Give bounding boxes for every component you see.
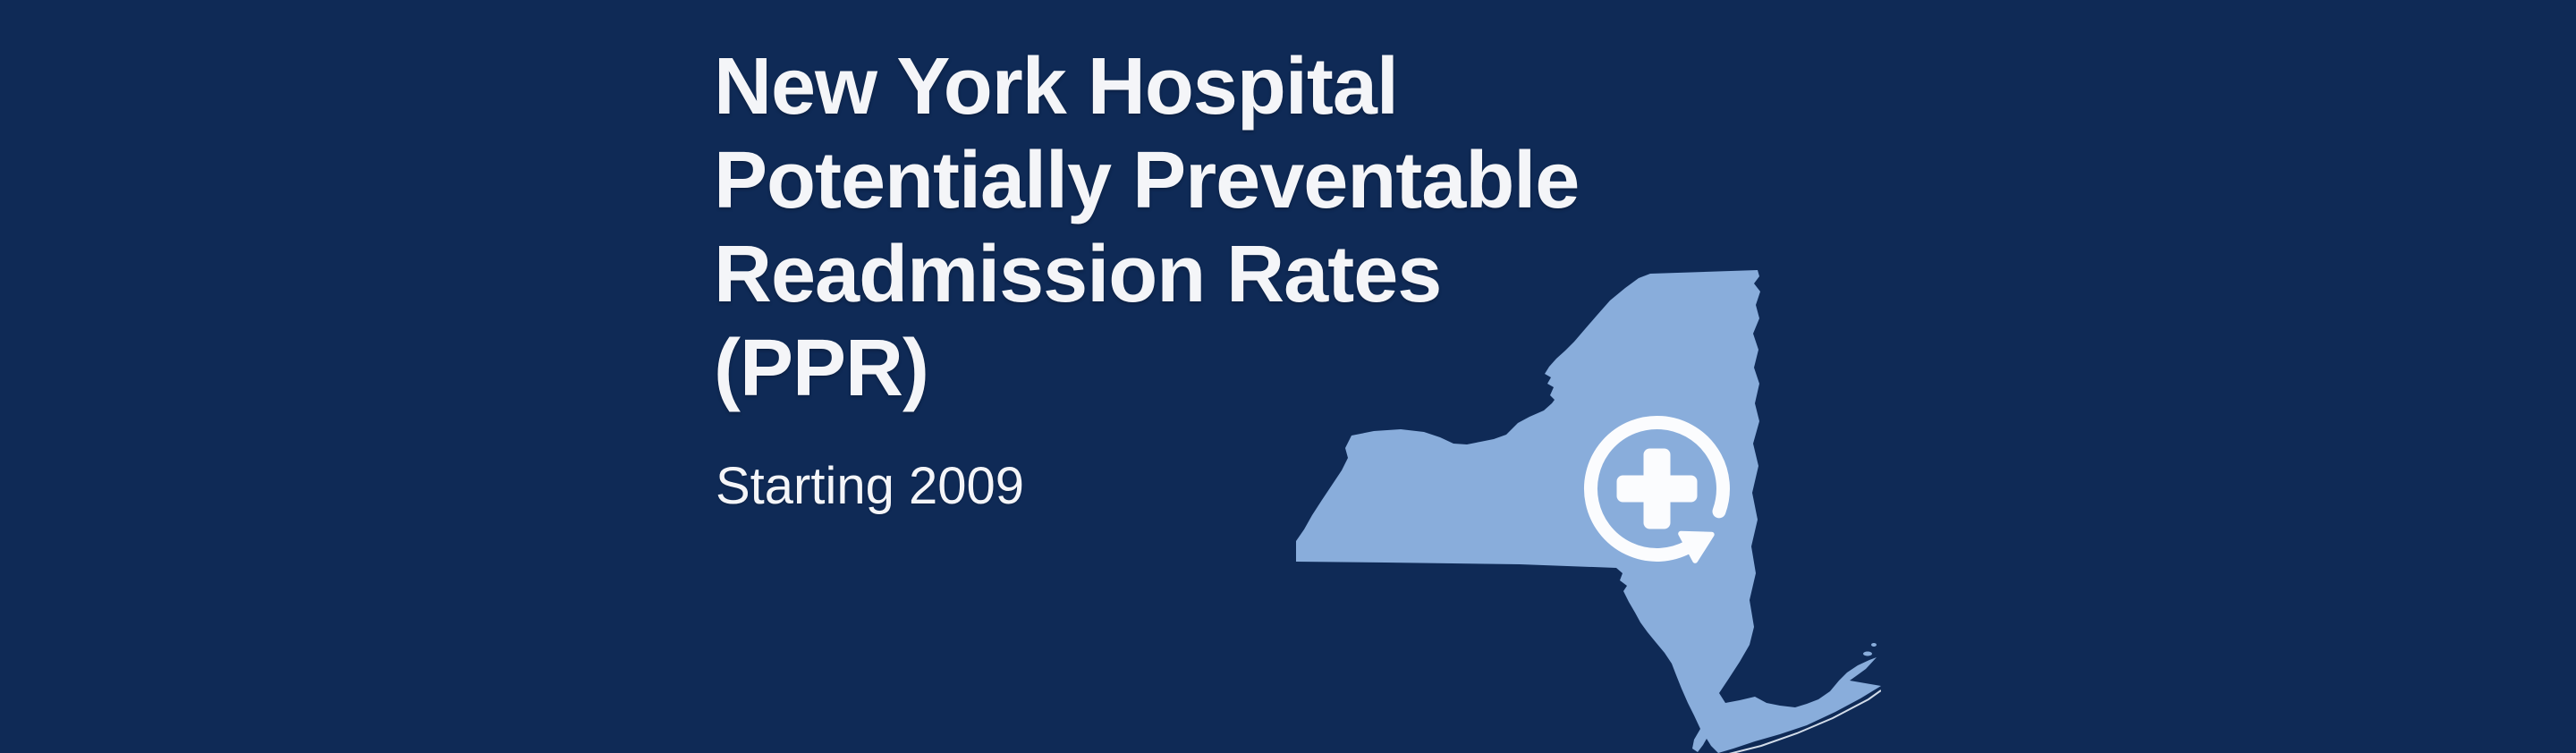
page-title: New York Hospital Potentially Preventabl… <box>714 40 1580 416</box>
page-title-line-4: (PPR) <box>714 324 929 413</box>
medical-cross-icon <box>1616 448 1698 529</box>
readmission-cycle-cross-icon <box>1584 415 1730 563</box>
page-title-line-1: New York Hospital <box>714 42 1399 131</box>
long-island-islet <box>1863 651 1872 656</box>
page-title-line-2: Potentially Preventable <box>714 136 1580 225</box>
subtitle: Starting 2009 <box>716 457 1025 515</box>
barrier-island-line <box>1728 690 1881 753</box>
page-title-line-3: Readmission Rates <box>714 230 1442 319</box>
new-york-state-map <box>1296 270 1881 753</box>
long-island-islet-small <box>1871 643 1877 647</box>
cycle-arrowhead-icon <box>1678 530 1715 563</box>
cycle-arrow-ring-icon <box>1584 415 1730 562</box>
